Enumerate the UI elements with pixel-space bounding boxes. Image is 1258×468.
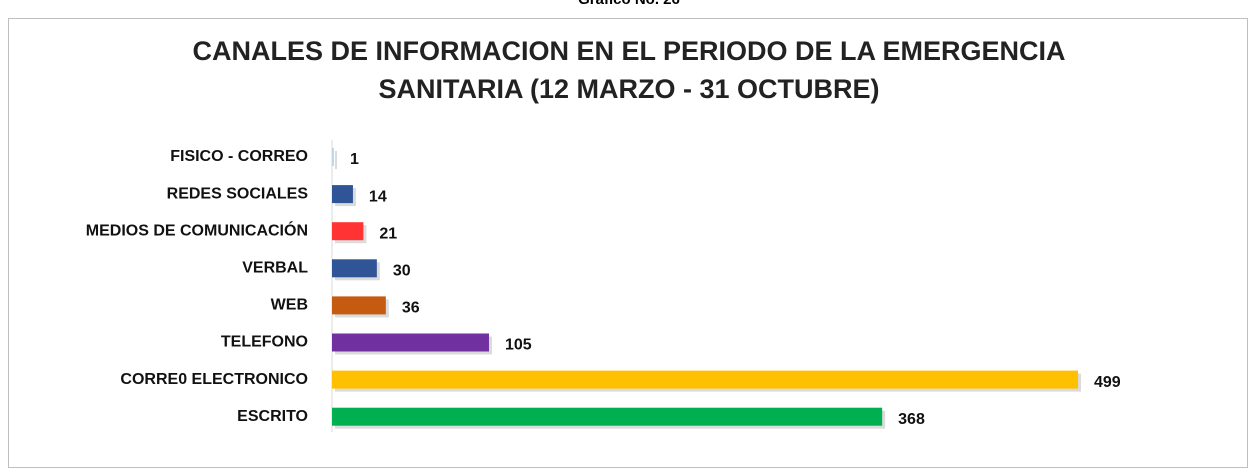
y-tick-label: MEDIOS DE COMUNICACIÓN: [86, 220, 308, 239]
data-label: 14: [369, 188, 387, 205]
caption: Gráfico No. 26: [0, 0, 1258, 8]
y-tick-label: TELEFONO: [221, 334, 308, 351]
bar: [332, 148, 334, 166]
bar: [332, 185, 353, 204]
y-tick-label: REDES SOCIALES: [167, 185, 309, 202]
bar-shadow: [335, 151, 337, 169]
data-label: 36: [402, 300, 420, 317]
y-tick-label: FISICO - CORREO: [170, 148, 308, 165]
bar: [332, 296, 386, 315]
y-tick-label: VERBAL: [242, 260, 308, 277]
y-tick-label: WEB: [271, 297, 308, 314]
data-label: 499: [1094, 374, 1121, 391]
data-label: 1: [350, 151, 359, 168]
chart-title: CANALES DE INFORMACION EN EL PERIODO DE …: [192, 36, 1066, 104]
bar: [332, 407, 883, 426]
data-label: 368: [898, 411, 925, 428]
data-label: 105: [505, 337, 532, 354]
data-label: 30: [393, 263, 411, 280]
data-label: 21: [379, 225, 397, 242]
y-tick-label: CORRE0 ELECTRONICO: [120, 371, 308, 388]
bar: [332, 222, 364, 241]
y-tick-label: ESCRITO: [237, 408, 308, 425]
bar: [332, 259, 377, 278]
bar: [332, 333, 489, 352]
bar: [332, 370, 1078, 389]
